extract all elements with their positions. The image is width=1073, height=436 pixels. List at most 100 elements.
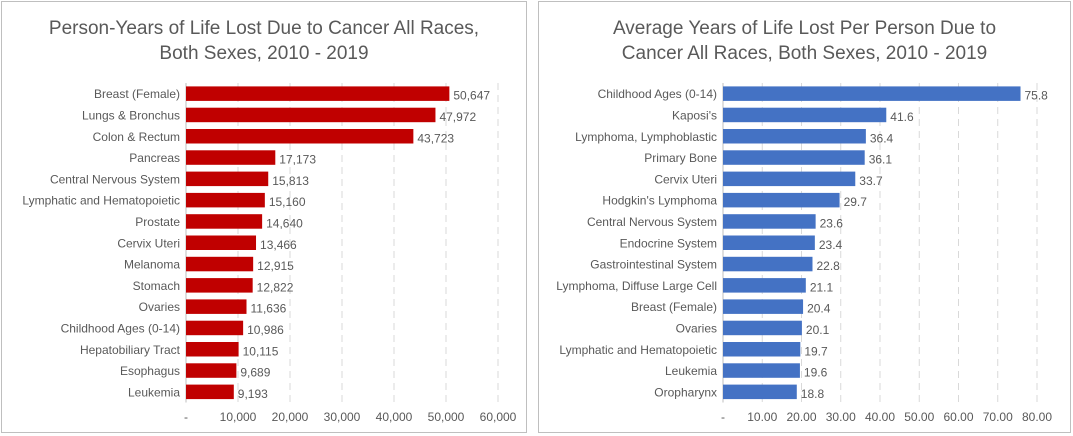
- category-label: Stomach: [133, 279, 180, 293]
- category-label: Primary Bone: [644, 151, 717, 165]
- bar: [186, 129, 414, 144]
- bar: [186, 171, 269, 187]
- bar: [723, 107, 887, 123]
- bar: [186, 342, 239, 357]
- chart-title-line-2: Cancer All Races, Both Sexes, 2010 - 201…: [621, 43, 988, 64]
- bar: [186, 107, 436, 123]
- category-label: Lymphoma, Lymphoblastic: [575, 130, 717, 144]
- chart-panel-average-years: Average Years of Life Lost Per Person Du…: [538, 1, 1071, 433]
- category-label: Cervix Uteri: [117, 236, 180, 250]
- category-label: Breast (Female): [94, 87, 180, 101]
- bar: [186, 214, 263, 229]
- category-label: Lungs & Bronchus: [82, 108, 180, 122]
- chart-title-line-1: Person-Years of Life Lost Due to Cancer …: [48, 18, 480, 39]
- data-label: 20.1: [806, 323, 830, 337]
- data-label: 36.1: [869, 153, 893, 167]
- x-tick-label: -: [721, 410, 725, 424]
- data-label: 18.8: [801, 387, 825, 401]
- x-tick-label: 20.00: [786, 410, 816, 424]
- x-tick-label: 30.00: [826, 410, 856, 424]
- category-label: Ovaries: [676, 321, 717, 335]
- category-label: Lymphatic and Hematopoietic: [559, 343, 717, 357]
- category-label: Gastrointestinal System: [590, 258, 717, 272]
- chart-title: Average Years of Life Lost Per Person Du…: [539, 16, 1070, 66]
- category-label: Hepatobiliary Tract: [80, 343, 181, 357]
- data-label: 36.4: [870, 131, 894, 145]
- data-label: 11,636: [251, 302, 287, 316]
- chart-title-line-1: Average Years of Life Lost Per Person Du…: [612, 18, 997, 39]
- data-label: 22.8: [816, 259, 840, 273]
- category-label: Oropharynx: [654, 385, 717, 399]
- category-label: Melanoma: [124, 258, 180, 272]
- category-label: Childhood Ages (0-14): [61, 321, 180, 335]
- bar: [186, 320, 244, 336]
- bar: [186, 363, 237, 378]
- bar: [723, 171, 856, 187]
- data-label: 15,813: [272, 174, 309, 188]
- bar-chart-person-years: Breast (Female) 50,647 Lungs & Bronchus 47,…: [22, 83, 517, 424]
- bar: [723, 363, 800, 378]
- bar: [186, 150, 276, 165]
- x-tick-label: 40.00: [865, 410, 895, 424]
- data-label: 14,640: [266, 216, 303, 230]
- bar: [186, 384, 234, 400]
- category-label: Cervix Uteri: [654, 172, 717, 186]
- chart-panel-person-years: Person-Years of Life Lost Due to Cancer …: [1, 1, 527, 433]
- data-label: 15,160: [269, 195, 306, 209]
- bar: [186, 86, 450, 101]
- bar: [723, 342, 801, 357]
- category-label: Endocrine System: [620, 236, 717, 250]
- x-tick-label: 60,000: [480, 410, 517, 424]
- data-label: 33.7: [859, 174, 883, 188]
- category-label: Hodgkin's Lymphoma: [602, 194, 717, 208]
- data-label: 21.1: [810, 280, 834, 294]
- x-tick-label: 20,000: [272, 410, 309, 424]
- data-label: 75.8: [1025, 89, 1049, 103]
- category-label: Colon & Rectum: [93, 130, 180, 144]
- category-label: Ovaries: [139, 300, 180, 314]
- bar: [186, 299, 247, 314]
- bar: [723, 235, 815, 250]
- x-tick-label: 80.00: [1022, 410, 1052, 424]
- category-label: Lymphoma, Diffuse Large Cell: [556, 279, 717, 293]
- bar: [186, 192, 265, 208]
- x-tick-label: 50,000: [428, 410, 465, 424]
- data-label: 23.6: [820, 216, 844, 230]
- data-label: 43,723: [417, 131, 454, 145]
- data-label: 9,193: [238, 387, 268, 401]
- data-label: 20.4: [807, 302, 831, 316]
- bar: [186, 256, 254, 272]
- category-label: Childhood Ages (0-14): [598, 87, 717, 101]
- data-label: 17,173: [279, 153, 316, 167]
- category-label: Leukemia: [128, 385, 180, 399]
- chart-title: Person-Years of Life Lost Due to Cancer …: [2, 16, 526, 66]
- category-label: Esophagus: [120, 364, 180, 378]
- category-label: Pancreas: [129, 151, 180, 165]
- data-label: 10,115: [243, 344, 279, 358]
- data-label: 50,647: [453, 89, 490, 103]
- data-label: 19.7: [804, 344, 828, 358]
- x-tick-label: 10.00: [747, 410, 777, 424]
- chart-title-line-2: Both Sexes, 2010 - 2019: [159, 43, 369, 64]
- bar: [723, 256, 813, 272]
- bar: [723, 299, 804, 314]
- data-label: 23.4: [819, 238, 843, 252]
- x-tick-label: 60.00: [943, 410, 973, 424]
- category-label: Leukemia: [665, 364, 717, 378]
- data-label: 13,466: [260, 238, 297, 252]
- category-label: Breast (Female): [631, 300, 717, 314]
- data-label: 12,822: [257, 280, 294, 294]
- bar: [723, 384, 797, 400]
- x-tick-label: 50.00: [904, 410, 934, 424]
- category-label: Central Nervous System: [587, 215, 717, 229]
- x-tick-label: 40,000: [376, 410, 413, 424]
- bar: [723, 320, 802, 336]
- bar: [723, 86, 1021, 101]
- data-label: 19.6: [804, 366, 828, 380]
- category-label: Lymphatic and Hematopoietic: [22, 194, 180, 208]
- data-label: 12,915: [257, 259, 294, 273]
- data-label: 29.7: [844, 195, 868, 209]
- data-label: 41.6: [890, 110, 914, 124]
- x-tick-label: 70.00: [983, 410, 1013, 424]
- bar: [723, 129, 866, 144]
